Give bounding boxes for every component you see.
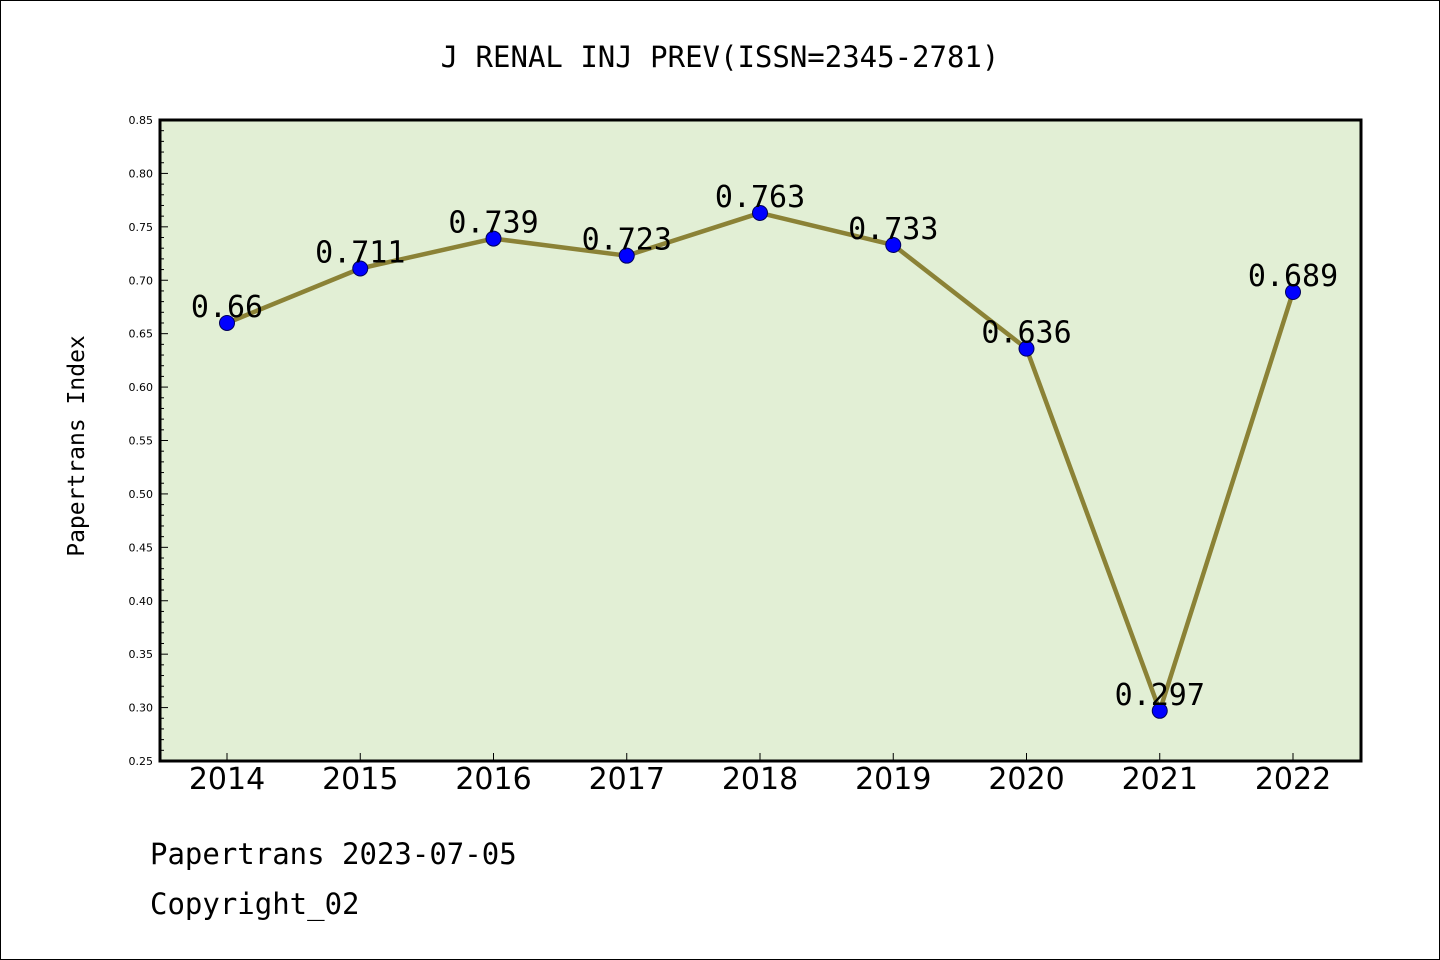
- data-label: 0.689: [1248, 259, 1338, 294]
- y-axis-label: Papertrans Index: [64, 335, 90, 557]
- y-tick-label: 0.85: [129, 114, 154, 127]
- y-tick-label: 0.70: [129, 274, 154, 287]
- data-point: [1285, 284, 1301, 301]
- plot-border: [158, 118, 1363, 763]
- y-tick-label: 0.55: [129, 435, 154, 448]
- footer-date: Papertrans 2023-07-05: [150, 837, 517, 871]
- chart-title: J RENAL INJ PREV(ISSN=2345-2781): [441, 40, 1000, 74]
- data-label: 0.733: [848, 212, 938, 247]
- x-tick-label: 2014: [189, 762, 265, 797]
- y-tick-label: 0.25: [129, 755, 154, 768]
- data-label: 0.739: [448, 206, 538, 241]
- data-point: [1151, 702, 1168, 719]
- x-tick-label: 2022: [1255, 762, 1331, 797]
- y-tick-label: 0.50: [129, 488, 154, 501]
- plot-area: [160, 120, 1361, 761]
- y-tick-label: 0.65: [129, 328, 154, 341]
- data-label: 0.297: [1115, 678, 1205, 713]
- x-tick-label: 2016: [455, 762, 531, 797]
- y-tick-label: 0.35: [129, 648, 154, 661]
- x-tick-label: 2021: [1122, 762, 1198, 797]
- data-point: [1018, 340, 1035, 357]
- data-point: [352, 260, 369, 277]
- data-label: 0.66: [191, 290, 263, 325]
- x-tick-label: 2017: [589, 762, 665, 797]
- y-tick-label: 0.75: [129, 221, 154, 234]
- y-tick-label: 0.30: [129, 702, 154, 715]
- y-tick-label: 0.80: [129, 167, 154, 180]
- data-point: [618, 247, 635, 264]
- x-tick-label: 2020: [988, 762, 1064, 797]
- data-label: 0.723: [582, 223, 672, 258]
- y-tick-label: 0.40: [129, 595, 154, 608]
- data-label: 0.636: [981, 316, 1071, 351]
- data-markers: [219, 204, 1301, 719]
- footer-copyright: Copyright_02: [150, 887, 360, 922]
- data-point: [752, 204, 768, 221]
- data-point: [485, 230, 502, 247]
- data-label: 0.711: [315, 235, 405, 270]
- x-tick-label: 2015: [322, 762, 398, 797]
- x-axis: 2014 2015 2016 2017 2018 2019 2020 2021 2022: [189, 753, 1331, 797]
- data-point: [219, 314, 235, 331]
- x-tick-label: 2019: [855, 762, 931, 797]
- y-tick-label: 0.45: [129, 541, 154, 554]
- y-tick-label: 0.60: [129, 381, 154, 394]
- x-tick-label: 2018: [722, 762, 798, 797]
- data-point: [885, 236, 902, 253]
- data-label: 0.763: [715, 180, 805, 215]
- data-labels: 0.66 0.711 0.739 0.723 0.763 0.733 0.636 0.297 0…: [191, 180, 1338, 713]
